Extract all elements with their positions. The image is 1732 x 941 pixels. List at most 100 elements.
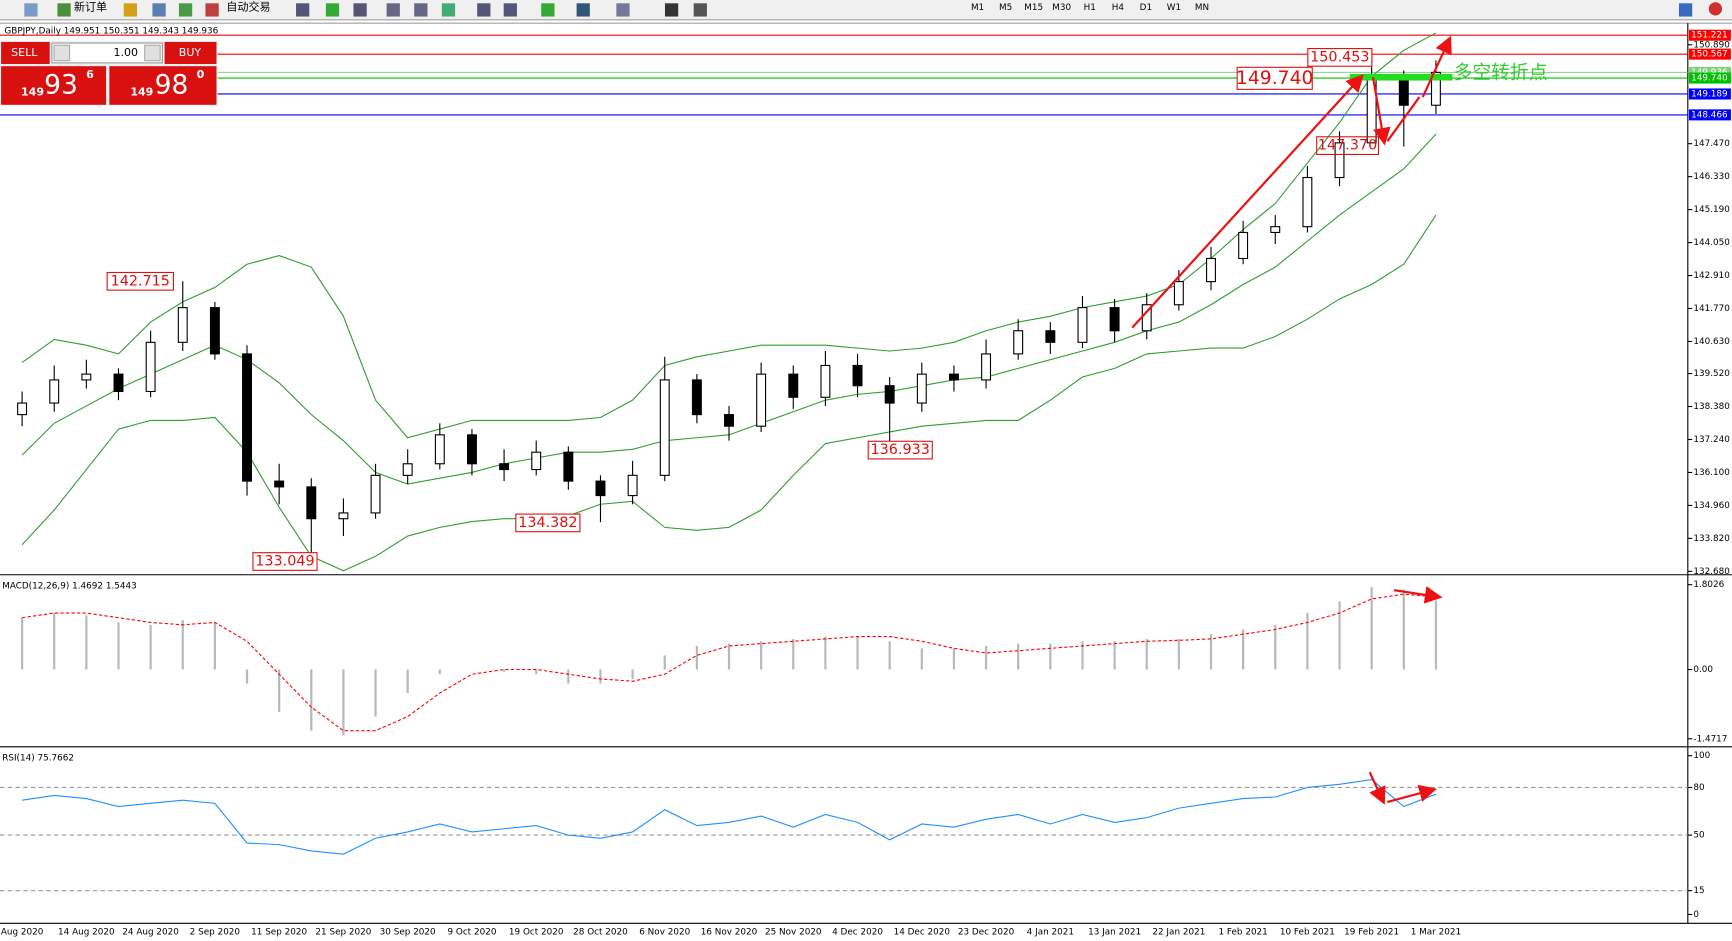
- timeframe[interactable]: H1: [1084, 3, 1096, 13]
- candle-body: [49, 379, 60, 404]
- macd-bar: [149, 624, 152, 670]
- icon[interactable]: [477, 3, 491, 17]
- price-labels: 142.715 133.049 134.382 136.933 147.370 …: [106, 47, 1547, 571]
- candle-body: [852, 364, 863, 387]
- candle-body: [1270, 226, 1281, 234]
- macd-bar: [1306, 613, 1309, 670]
- candle-body: [916, 373, 927, 404]
- icon[interactable]: [123, 3, 137, 17]
- candle-body: [884, 385, 895, 404]
- price-label: 134.382: [518, 515, 577, 531]
- timeframe[interactable]: H4: [1112, 3, 1125, 13]
- candle-body: [531, 451, 542, 471]
- candle-body: [1206, 257, 1216, 283]
- timeframe[interactable]: M1: [971, 3, 984, 13]
- macd-bar: [824, 636, 827, 670]
- bid-box[interactable]: [1, 66, 107, 105]
- candle-body: [338, 512, 349, 520]
- trade-panel: SELL 1.00 BUY 149 93 6 149 98 0: [0, 40, 218, 106]
- trend-arrow[interactable]: [1131, 73, 1364, 329]
- y-tick-label: 150.890: [1693, 40, 1730, 50]
- timeframe[interactable]: M15: [1024, 3, 1043, 13]
- icon[interactable]: [664, 3, 679, 17]
- rsi-arrow[interactable]: [1387, 784, 1437, 804]
- level-tag: [1688, 72, 1731, 84]
- symbol-title: GBPJPY,Daily 149.951 150.351 149.343 149…: [4, 26, 218, 36]
- icon[interactable]: [1678, 3, 1693, 17]
- icon[interactable]: [178, 3, 193, 17]
- macd-bar: [1017, 643, 1020, 670]
- y-tick-label: -1.4717: [1693, 734, 1727, 744]
- sell-label[interactable]: SELL: [11, 46, 38, 59]
- candle-body: [981, 353, 992, 381]
- icon[interactable]: [24, 3, 38, 17]
- indicator-line: [22, 778, 1437, 855]
- icon[interactable]: [152, 3, 166, 17]
- timeframe[interactable]: M5: [999, 3, 1012, 13]
- macd-bar: [181, 620, 184, 670]
- ask-box[interactable]: [109, 66, 217, 105]
- x-tick-label: 30 Sep 2020: [380, 928, 436, 938]
- timeframe[interactable]: W1: [1167, 3, 1181, 13]
- icon[interactable]: [386, 3, 400, 17]
- icon[interactable]: [414, 3, 428, 17]
- macd-bar: [406, 669, 409, 694]
- buy-label[interactable]: BUY: [179, 46, 202, 59]
- icon[interactable]: [325, 3, 340, 17]
- level-bar[interactable]: [1349, 73, 1453, 81]
- icon[interactable]: [541, 3, 555, 17]
- rsi-title: RSI(14) 75.7662: [2, 753, 74, 763]
- macd-bar: [213, 622, 216, 670]
- level-label: 148.466: [1691, 110, 1728, 120]
- timeframe[interactable]: MN: [1195, 3, 1209, 13]
- rsi-arrow[interactable]: [1368, 771, 1386, 805]
- candle-body: [1398, 75, 1409, 106]
- auto-trading[interactable]: 自动交易: [226, 0, 270, 14]
- sell-button[interactable]: [1, 41, 50, 64]
- buy-button[interactable]: [164, 41, 217, 64]
- icon[interactable]: [693, 3, 707, 17]
- icon[interactable]: [205, 3, 219, 17]
- indicator-line: [21, 32, 1437, 439]
- macd-bar: [792, 638, 795, 670]
- lots-input[interactable]: [51, 42, 163, 64]
- macd-bar: [760, 641, 763, 670]
- macd-bar: [535, 669, 538, 675]
- spinner[interactable]: [53, 44, 71, 62]
- icon[interactable]: [616, 3, 630, 17]
- icon[interactable]: [576, 3, 590, 17]
- icon[interactable]: [296, 3, 310, 17]
- price-label: 142.715: [111, 273, 170, 289]
- icon[interactable]: [503, 3, 517, 17]
- macd-bar: [1177, 638, 1180, 670]
- lots-value[interactable]: 1.00: [114, 46, 139, 59]
- price-label: 150.453: [1310, 49, 1369, 65]
- candle-body: [17, 402, 28, 416]
- price-label: 147.370: [1318, 138, 1377, 154]
- trend-arrow[interactable]: [1421, 35, 1452, 98]
- x-tick-label: 1 Feb 2021: [1218, 928, 1267, 938]
- macd-bar: [502, 669, 506, 672]
- candle-body: [274, 480, 285, 488]
- candle-body: [1077, 307, 1088, 343]
- trend-line[interactable]: [1386, 96, 1421, 142]
- icon[interactable]: [353, 3, 367, 17]
- macd-arrow[interactable]: [1393, 586, 1443, 604]
- icon[interactable]: [57, 3, 71, 17]
- x-tick-label: 22 Jan 2021: [1152, 928, 1205, 938]
- macd-bar: [245, 669, 249, 684]
- y-tick-label: 142.910: [1693, 271, 1730, 281]
- icon[interactable]: [1708, 2, 1723, 16]
- new-order[interactable]: 新订单: [74, 0, 107, 14]
- spinner[interactable]: [144, 44, 161, 62]
- candle-body: [306, 486, 317, 520]
- trend-arrow[interactable]: [1371, 77, 1391, 146]
- icon[interactable]: [441, 3, 456, 17]
- x-tick-label: 21 Sep 2020: [315, 928, 371, 938]
- x-tick-label: 25 Nov 2020: [765, 928, 822, 938]
- macd-bar: [1145, 638, 1148, 670]
- timeframe[interactable]: D1: [1140, 3, 1152, 13]
- timeframe[interactable]: M30: [1052, 3, 1071, 13]
- indicator-line: [21, 214, 1437, 572]
